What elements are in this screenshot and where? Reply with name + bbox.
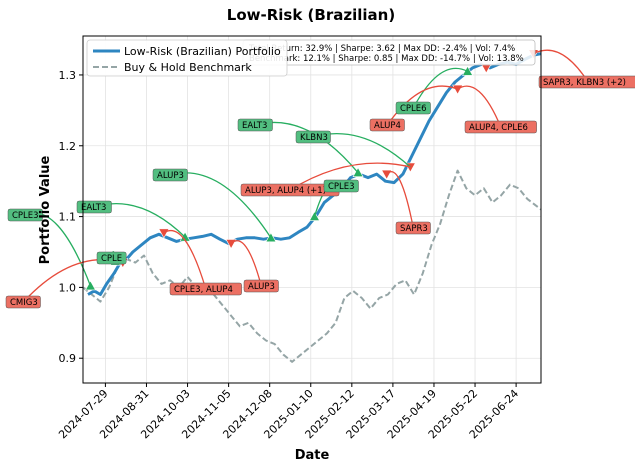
annotation-box	[7, 208, 43, 222]
annotation-arrow	[386, 85, 458, 126]
annotation-label: KLBN3	[300, 133, 328, 143]
stats-line-benchmark: Benchmark: 12.1% | Sharpe: 0.85 | Max DD…	[249, 54, 524, 64]
annotation-label: ALUP4, CPLE6	[469, 123, 528, 133]
legend-frame	[86, 39, 288, 77]
annotation-label: EALT3	[81, 203, 106, 213]
annotation-label: CPLE6	[400, 104, 427, 114]
legend: Low-Risk (Brazilian) Portfolio Buy & Hol…	[86, 39, 288, 77]
annotation-label: SAPR3, KLBN3 (+2)	[543, 78, 626, 88]
y-tick-label: 1.1	[59, 211, 77, 224]
y-tick-label: 1.2	[59, 140, 77, 153]
annotation-box	[5, 295, 41, 309]
annotation-label: ALUP3, ALUP4 (+1)	[245, 186, 326, 196]
grid	[83, 36, 541, 383]
stats-line-portfolio: Total Return: 32.9% | Sharpe: 3.62 | Max…	[248, 44, 515, 54]
annotation-box	[169, 282, 242, 296]
annotation-label: CPLE3	[328, 182, 355, 192]
annotation-label: CPLE3	[12, 211, 39, 221]
annotation-label: SAPR3	[400, 224, 428, 234]
annotation-label: CPLE	[101, 254, 122, 264]
y-tick-label: 1.3	[59, 69, 77, 82]
trade-annotations: CPLE3 CMIG3 CPLE EALT3 ALUP3 CPLE3, ALUP4 EALT…	[5, 49, 635, 309]
annotation-label: EALT3	[242, 121, 267, 131]
benchmark-line	[82, 169, 542, 363]
annotation-arrow	[25, 212, 92, 287]
y-axis-label: Portfolio Value	[38, 155, 53, 264]
annotation-box	[237, 118, 273, 132]
annotation-box	[295, 130, 331, 144]
annotation-label: ALUP3	[157, 171, 184, 181]
annotation-arrow	[412, 67, 468, 109]
chart-title: Low-Risk (Brazilian)	[227, 6, 395, 24]
annotation-box	[464, 120, 537, 134]
annotation-box	[76, 200, 112, 214]
annotation-box	[152, 168, 188, 182]
annotation-box	[395, 221, 431, 235]
legend-label-benchmark: Buy & Hold Benchmark	[124, 61, 252, 74]
plot-frame	[82, 35, 542, 384]
series-layer	[82, 52, 542, 363]
annotation-box	[96, 251, 127, 265]
annotation-arrow	[170, 172, 272, 239]
legend-label-portfolio: Low-Risk (Brazilian) Portfolio	[124, 45, 281, 58]
sell-marker	[452, 84, 464, 95]
annotation-label: ALUP4	[374, 121, 401, 131]
annotation-arrow	[457, 85, 502, 128]
annotation-arrow	[386, 171, 414, 229]
annotation-arrow	[289, 162, 411, 191]
annotation-label: ALUP3	[248, 282, 275, 292]
annotation-box	[323, 179, 359, 193]
annotation-arrow	[230, 240, 262, 287]
annotation-box	[395, 101, 431, 115]
annotation-arrow	[533, 49, 589, 83]
annotation-arrow	[163, 230, 207, 290]
annotation-label: CMIG3	[10, 298, 38, 308]
annotation-box	[538, 75, 635, 89]
y-tick-label: 1.0	[59, 281, 77, 294]
x-axis-label: Date	[295, 448, 330, 463]
annotation-box	[369, 118, 405, 132]
y-tick-label: 0.9	[59, 352, 77, 365]
annotation-box	[243, 279, 279, 293]
annotation-label: CPLE3, ALUP4	[174, 285, 233, 295]
